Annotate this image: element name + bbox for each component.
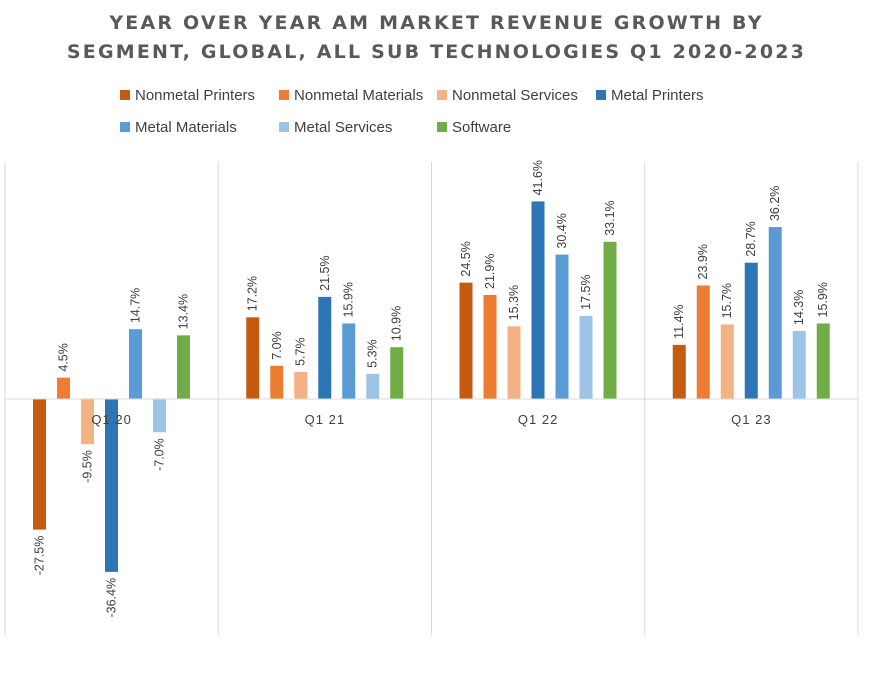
bar	[720, 324, 734, 399]
bar	[129, 329, 142, 399]
data-label: 14.3%	[792, 290, 806, 325]
bar	[390, 347, 404, 399]
legend-label: Metal Printers	[611, 86, 704, 104]
bar	[57, 377, 70, 399]
data-label: 14.7%	[129, 288, 143, 323]
data-label: 10.9%	[390, 306, 404, 341]
bar	[294, 371, 308, 399]
legend-swatch	[437, 122, 447, 132]
legend-label: Nonmetal Materials	[294, 86, 424, 104]
bar	[816, 323, 830, 399]
legend-item: Metal Materials	[120, 117, 237, 137]
bar	[696, 285, 710, 399]
bar	[459, 282, 473, 399]
data-label: 28.7%	[744, 221, 758, 256]
bar	[81, 399, 94, 445]
data-label: 15.7%	[720, 283, 734, 318]
legend-item: Software	[437, 117, 511, 137]
data-label: 5.7%	[294, 337, 308, 366]
chart-title-line-1: YEAR OVER YEAR AM MARKET REVENUE GROWTH …	[109, 12, 764, 34]
x-tick-label: Q1 22	[518, 412, 558, 427]
legend-swatch	[120, 122, 130, 132]
legend-swatch	[279, 90, 289, 100]
bar	[555, 254, 569, 399]
data-label: 17.2%	[246, 276, 260, 311]
legend-item: Nonmetal Materials	[279, 85, 423, 105]
bar	[672, 344, 686, 399]
bar	[318, 296, 332, 399]
legend-swatch	[437, 90, 447, 100]
bar	[33, 399, 46, 530]
legend-item: Metal Printers	[596, 85, 704, 105]
x-tick-label: Q1 21	[305, 412, 345, 427]
data-label: 21.9%	[483, 254, 497, 289]
bar	[270, 365, 284, 399]
legend-swatch	[279, 122, 289, 132]
data-label: 7.0%	[270, 331, 284, 360]
data-label: 15.9%	[342, 282, 356, 317]
bar	[531, 201, 545, 399]
data-label: 4.5%	[57, 343, 71, 372]
bar	[246, 317, 260, 399]
bar	[105, 399, 118, 572]
bar	[342, 323, 356, 399]
bar	[483, 294, 497, 399]
legend-item: Nonmetal Services	[437, 85, 578, 105]
chart-title-line-2: SEGMENT, GLOBAL, ALL SUB TECHNOLOGIES Q1…	[66, 41, 807, 63]
legend-swatch	[596, 90, 606, 100]
legend-label: Nonmetal Printers	[135, 86, 256, 104]
data-label: -7.0%	[153, 438, 167, 471]
bar	[603, 241, 617, 399]
legend-item: Nonmetal Printers	[120, 85, 255, 105]
data-label: 11.4%	[672, 304, 686, 339]
bar	[153, 399, 166, 433]
data-label: 23.9%	[696, 244, 710, 279]
bar	[177, 335, 190, 399]
data-label: -9.5%	[81, 450, 95, 483]
data-label: 15.9%	[816, 282, 830, 317]
data-label: 41.6%	[531, 160, 545, 195]
legend-label: Software	[452, 118, 512, 136]
bar	[792, 331, 806, 399]
bar	[507, 326, 521, 399]
data-label: 33.1%	[603, 200, 617, 235]
data-label: 13.4%	[177, 294, 191, 329]
data-label: 5.3%	[366, 339, 380, 368]
bar	[744, 262, 758, 399]
x-tick-label: Q1 23	[731, 412, 771, 427]
bar	[579, 315, 593, 399]
bar	[366, 373, 380, 399]
data-label: 17.5%	[579, 274, 593, 309]
data-label: -27.5%	[33, 536, 47, 576]
x-tick-label: Q1 20	[91, 412, 131, 427]
data-label: 24.5%	[459, 241, 473, 276]
bar	[768, 227, 782, 399]
data-label: -36.4%	[105, 578, 119, 618]
data-label: 36.2%	[768, 186, 782, 221]
legend-label: Nonmetal Services	[452, 86, 578, 104]
data-label: 21.5%	[318, 255, 332, 290]
legend-label: Metal Materials	[135, 118, 237, 136]
legend-item: Metal Services	[279, 117, 392, 137]
legend-swatch	[120, 90, 130, 100]
data-label: 15.3%	[507, 285, 521, 320]
data-label: 30.4%	[555, 213, 569, 248]
legend-label: Metal Services	[294, 118, 393, 136]
